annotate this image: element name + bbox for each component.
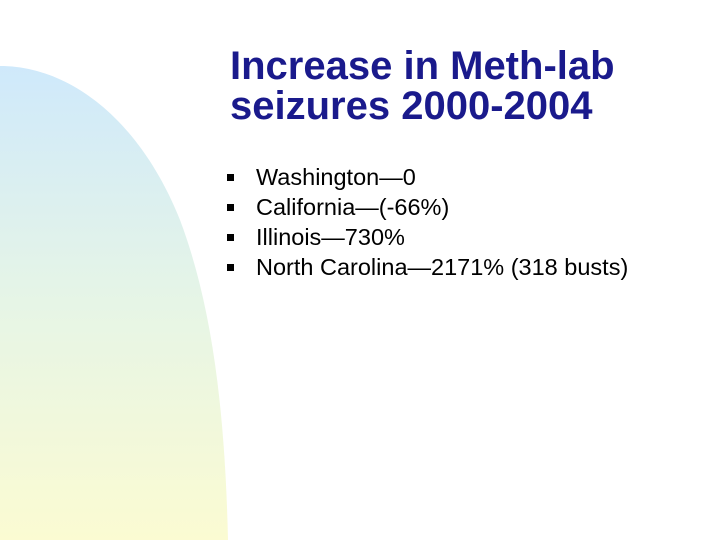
- list-item: California—(-66%): [226, 192, 696, 222]
- square-bullet-icon: [227, 204, 234, 211]
- square-bullet-icon: [227, 234, 234, 241]
- bullet-text: California—(-66%): [256, 194, 450, 220]
- slide-title-line: Increase in Meth-lab: [230, 44, 615, 88]
- slide-title-line: seizures 2000-2004: [230, 84, 593, 128]
- bullet-list: Washington—0 California—(-66%) Illinois—…: [226, 162, 696, 282]
- bullet-text: Illinois—730%: [256, 224, 405, 250]
- list-item: Washington—0: [226, 162, 696, 192]
- square-bullet-icon: [227, 264, 234, 271]
- list-item: Illinois—730%: [226, 222, 696, 252]
- slide-title: Increase in Meth-lab seizures 2000-2004: [230, 46, 710, 126]
- square-bullet-icon: [227, 174, 234, 181]
- bullet-text: Washington—0: [256, 164, 416, 190]
- bullet-text: North Carolina—2171% (318 busts): [256, 254, 629, 280]
- list-item: North Carolina—2171% (318 busts): [226, 252, 696, 282]
